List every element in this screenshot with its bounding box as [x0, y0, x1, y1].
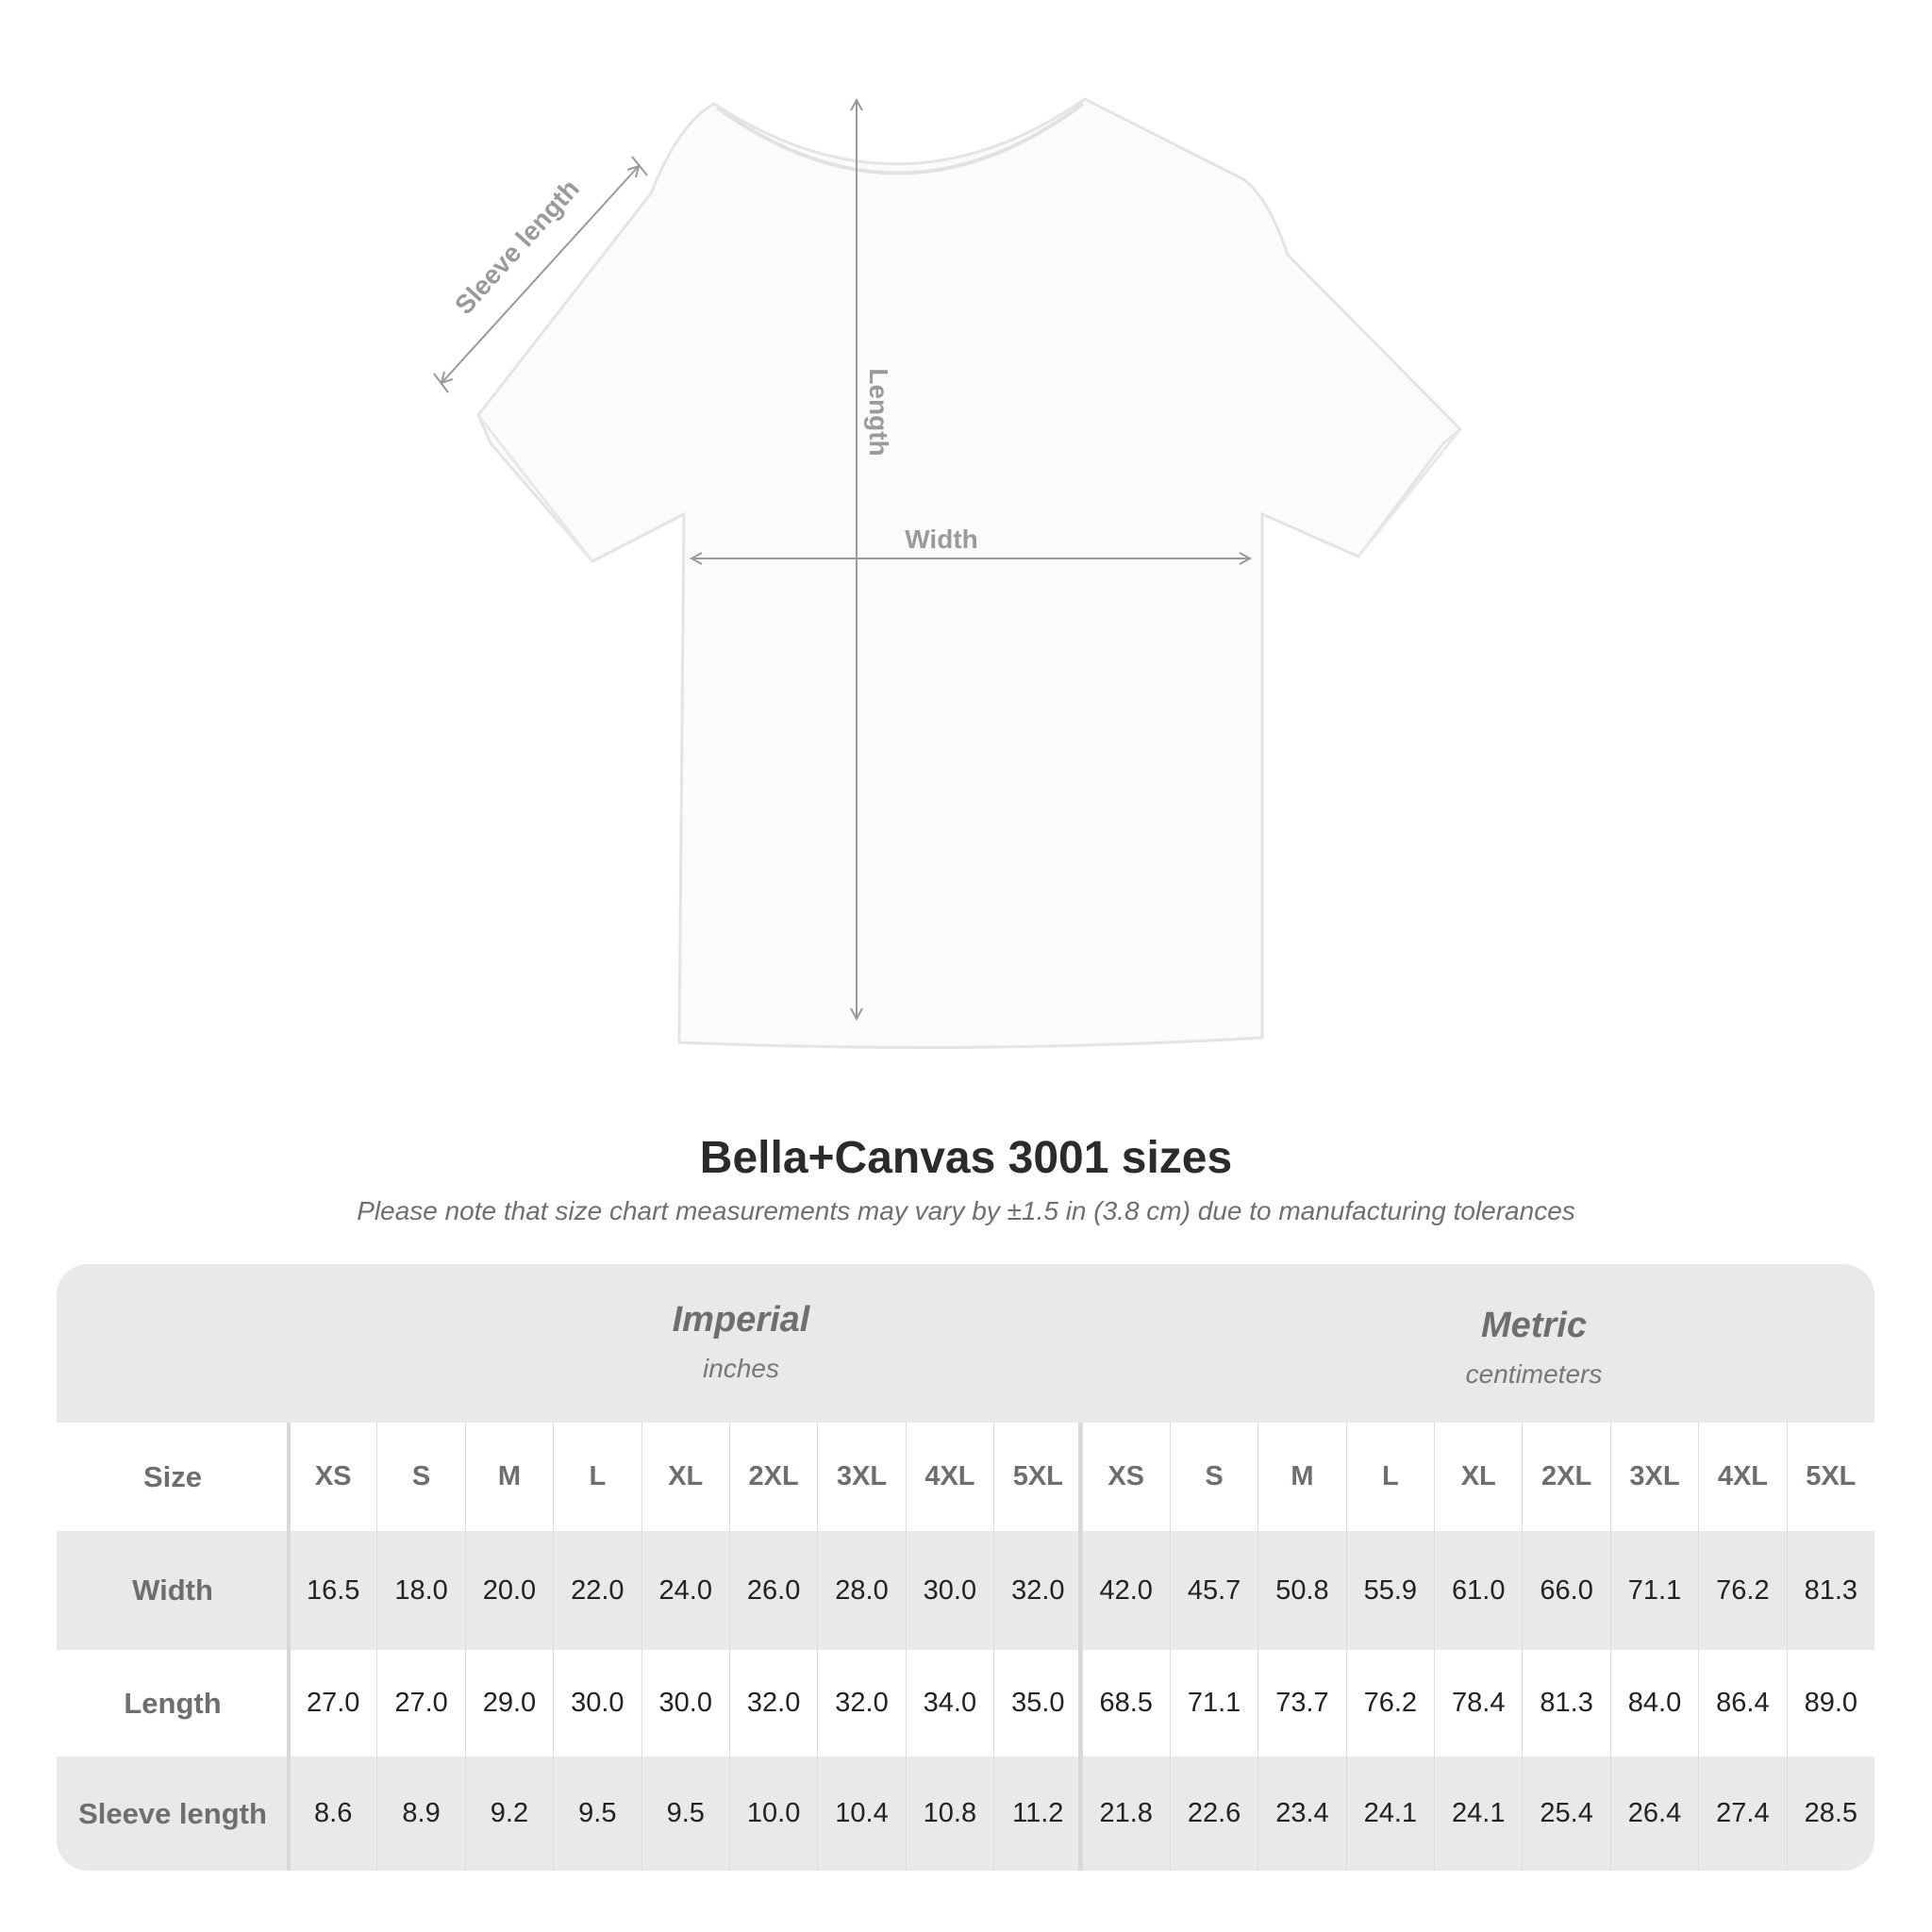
imperial-value-cell: 10.4 — [817, 1757, 905, 1871]
metric-value-cell: 50.8 — [1257, 1531, 1345, 1650]
imperial-value-cell: 26.0 — [728, 1531, 817, 1650]
metric-size-header: S — [1169, 1423, 1257, 1531]
imperial-size-header: XL — [641, 1423, 729, 1531]
imperial-value-cell: 8.6 — [289, 1757, 376, 1871]
metric-size-header: 4XL — [1698, 1423, 1786, 1531]
imperial-value-cell: 30.0 — [553, 1650, 641, 1757]
metric-value-cell: 68.5 — [1081, 1650, 1170, 1757]
imperial-value-cell: 32.0 — [728, 1650, 817, 1757]
imperial-value-cell: 10.8 — [905, 1757, 993, 1871]
metric-value-cell: 45.7 — [1169, 1531, 1257, 1650]
metric-size-header: 5XL — [1786, 1423, 1874, 1531]
metric-value-cell: 24.1 — [1434, 1757, 1522, 1871]
metric-value-cell: 66.0 — [1522, 1531, 1609, 1650]
imperial-value-cell: 9.2 — [464, 1757, 553, 1871]
imperial-value-cell: 32.0 — [817, 1650, 905, 1757]
imperial-value-cell: 30.0 — [905, 1531, 993, 1650]
metric-value-cell: 61.0 — [1434, 1531, 1522, 1650]
metric-value-cell: 22.6 — [1169, 1757, 1257, 1871]
tshirt-neckline — [715, 102, 1085, 175]
metric-size-header: M — [1257, 1423, 1345, 1531]
length-label: Length — [864, 368, 893, 456]
metric-value-cell: 84.0 — [1609, 1650, 1698, 1757]
tshirt-shape — [476, 97, 1463, 1049]
imperial-heading: Imperial — [672, 1300, 810, 1340]
imperial-value-cell: 27.0 — [289, 1650, 376, 1757]
metric-size-header: XL — [1434, 1423, 1522, 1531]
metric-value-cell: 76.2 — [1345, 1650, 1434, 1757]
metric-value-cell: 21.8 — [1081, 1757, 1170, 1871]
width-label: Width — [905, 525, 978, 554]
metric-value-cell: 26.4 — [1609, 1757, 1698, 1871]
unit-divider — [1078, 1423, 1082, 1871]
imperial-size-header: S — [376, 1423, 464, 1531]
imperial-value-cell: 22.0 — [553, 1531, 641, 1650]
imperial-value-cell: 16.5 — [289, 1531, 376, 1650]
imperial-value-cell: 34.0 — [905, 1650, 993, 1757]
imperial-value-cell: 11.2 — [993, 1757, 1081, 1871]
metric-size-header: 3XL — [1609, 1423, 1698, 1531]
imperial-value-cell: 20.0 — [464, 1531, 553, 1650]
imperial-value-cell: 9.5 — [553, 1757, 641, 1871]
imperial-value-cell: 28.0 — [817, 1531, 905, 1650]
tshirt-sleeve-hem — [476, 414, 1462, 562]
metric-size-header: XS — [1081, 1423, 1170, 1531]
size-header-row: Size XS XS S S M M L L XL XL 2XL 2XL 3XL 3XL 4XL 4XL 5XL 5… — [57, 1423, 1874, 1531]
metric-value-cell: 23.4 — [1257, 1757, 1345, 1871]
metric-value-cell: 71.1 — [1169, 1650, 1257, 1757]
metric-value-cell: 76.2 — [1698, 1531, 1786, 1650]
imperial-size-header: 2XL — [728, 1423, 817, 1531]
size-table: Imperial inches Metric centimeters Size X… — [57, 1264, 1874, 1871]
sleeve-measure-line — [441, 166, 639, 383]
imperial-size-header: M — [464, 1423, 553, 1531]
imperial-size-header: XS — [289, 1423, 376, 1531]
imperial-value-cell: 30.0 — [641, 1650, 729, 1757]
imperial-value-cell: 29.0 — [464, 1650, 553, 1757]
metric-value-cell: 55.9 — [1345, 1531, 1434, 1650]
imperial-value-cell: 35.0 — [993, 1650, 1081, 1757]
row-label: Length — [124, 1686, 222, 1720]
metric-value-cell: 71.1 — [1609, 1531, 1698, 1650]
imperial-size-header: 5XL — [993, 1423, 1081, 1531]
metric-group: Metric centimeters — [1137, 1306, 1874, 1390]
metric-value-cell: 27.4 — [1698, 1757, 1786, 1871]
metric-value-cell: 28.5 — [1786, 1757, 1874, 1871]
tshirt-diagram: Width Length Sleeve length — [433, 97, 1463, 1049]
unit-header-band — [57, 1264, 1874, 1423]
metric-value-cell: 73.7 — [1257, 1650, 1345, 1757]
metric-value-cell: 42.0 — [1081, 1531, 1170, 1650]
imperial-value-cell: 10.0 — [728, 1757, 817, 1871]
imperial-value-cell: 27.0 — [376, 1650, 464, 1757]
table-row: Width 16.5 18.0 20.0 22.0 24.0 26.0 28.0 30.0 32.… — [57, 1531, 1874, 1650]
metric-value-cell: 78.4 — [1434, 1650, 1522, 1757]
metric-heading: Metric — [1481, 1306, 1587, 1345]
page-title: Bella+Canvas 3001 sizes — [699, 1133, 1233, 1183]
metric-unit: centimeters — [1465, 1359, 1603, 1389]
metric-value-cell: 86.4 — [1698, 1650, 1786, 1757]
metric-value-cell: 25.4 — [1522, 1757, 1609, 1871]
metric-size-header: 2XL — [1522, 1423, 1609, 1531]
imperial-value-cell: 18.0 — [376, 1531, 464, 1650]
size-column-label: Size — [142, 1459, 203, 1493]
row-label: Sleeve length — [78, 1796, 267, 1830]
row-label: Width — [132, 1574, 213, 1607]
imperial-value-cell: 32.0 — [993, 1531, 1081, 1650]
metric-value-cell: 81.3 — [1786, 1531, 1874, 1650]
table-row: Sleeve length 8.6 8.9 9.2 9.5 9.5 10.0 10.4 10.8… — [57, 1757, 1874, 1871]
metric-value-cell: 81.3 — [1522, 1650, 1609, 1757]
imperial-size-header: 4XL — [905, 1423, 993, 1531]
tolerance-note: Please note that size chart measurements… — [357, 1196, 1575, 1225]
imperial-value-cell: 24.0 — [641, 1531, 729, 1650]
table-row: Length 27.0 27.0 29.0 30.0 30.0 32.0 32.0 34.0 35… — [57, 1650, 1874, 1757]
metric-size-header: L — [1345, 1423, 1434, 1531]
imperial-size-header: 3XL — [817, 1423, 905, 1531]
imperial-value-cell: 8.9 — [376, 1757, 464, 1871]
metric-value-cell: 89.0 — [1786, 1650, 1874, 1757]
imperial-value-cell: 9.5 — [641, 1757, 729, 1871]
imperial-unit: inches — [703, 1354, 779, 1383]
label-column-divider — [287, 1423, 291, 1871]
imperial-size-header: L — [553, 1423, 641, 1531]
metric-value-cell: 24.1 — [1345, 1757, 1434, 1871]
imperial-group: Imperial inches — [345, 1300, 1137, 1384]
